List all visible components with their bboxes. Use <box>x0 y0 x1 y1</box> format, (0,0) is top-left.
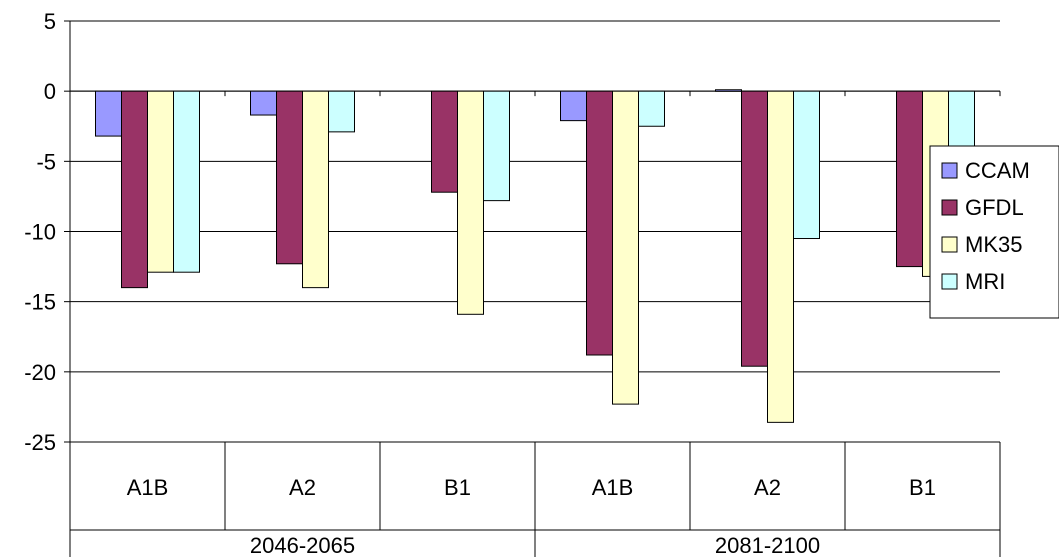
y-tick-label: -20 <box>24 360 56 385</box>
legend-swatch-ccam <box>941 162 958 179</box>
y-tick-label: 5 <box>44 9 56 34</box>
axis-labels: 5 0 -5 -10 -15 -20 -25 A1B A2 B1 A1B A2 B1 2046-2065 2… <box>24 9 936 557</box>
bar-gfdl <box>276 90 303 265</box>
bars <box>95 89 975 423</box>
bar-ccam <box>95 90 122 137</box>
group-label: 2046-2065 <box>250 533 355 557</box>
category-label: B1 <box>444 475 471 500</box>
legend-swatch-gfdl <box>941 199 958 216</box>
bar-mri <box>328 90 355 133</box>
y-tick-label: -25 <box>24 430 56 455</box>
gridlines <box>70 20 1000 443</box>
bar-mk35 <box>302 90 329 289</box>
bar-mri <box>948 90 975 148</box>
bar-gfdl <box>121 90 148 289</box>
category-label: B1 <box>909 475 936 500</box>
bar-mk35 <box>147 90 174 273</box>
legend-swatch-mri <box>941 273 958 290</box>
legend-swatch-mk35 <box>941 236 958 253</box>
legend-label: CCAM <box>965 158 1030 183</box>
legend-label: MRI <box>965 269 1005 294</box>
category-label: A2 <box>754 475 781 500</box>
y-tick-label: -10 <box>24 220 56 245</box>
legend-label: GFDL <box>965 195 1024 220</box>
y-tick-label: 0 <box>44 79 56 104</box>
y-tick-label: -5 <box>36 149 56 174</box>
axes <box>64 20 1001 557</box>
legend-label: MK35 <box>965 232 1022 257</box>
bar-mri <box>483 90 510 202</box>
bar-ccam <box>715 89 742 92</box>
category-label: A1B <box>592 475 634 500</box>
y-tick-label: -15 <box>24 290 56 315</box>
category-label: A1B <box>127 475 169 500</box>
bar-gfdl <box>431 90 458 193</box>
bar-gfdl <box>586 90 613 356</box>
bar-mk35 <box>457 90 484 315</box>
bar-mri <box>793 90 820 240</box>
category-label: A2 <box>289 475 316 500</box>
group-label: 2081-2100 <box>715 533 820 557</box>
bar-mri <box>638 90 665 127</box>
bar-mri <box>173 90 200 273</box>
bar-mk35 <box>767 90 794 423</box>
legend: CCAM GFDL MK35 MRI <box>929 145 1059 319</box>
bar-gfdl <box>896 90 923 268</box>
bar-mk35 <box>612 90 639 405</box>
bar-ccam <box>250 90 277 116</box>
bar-gfdl <box>741 90 768 367</box>
bar-ccam <box>560 90 587 122</box>
